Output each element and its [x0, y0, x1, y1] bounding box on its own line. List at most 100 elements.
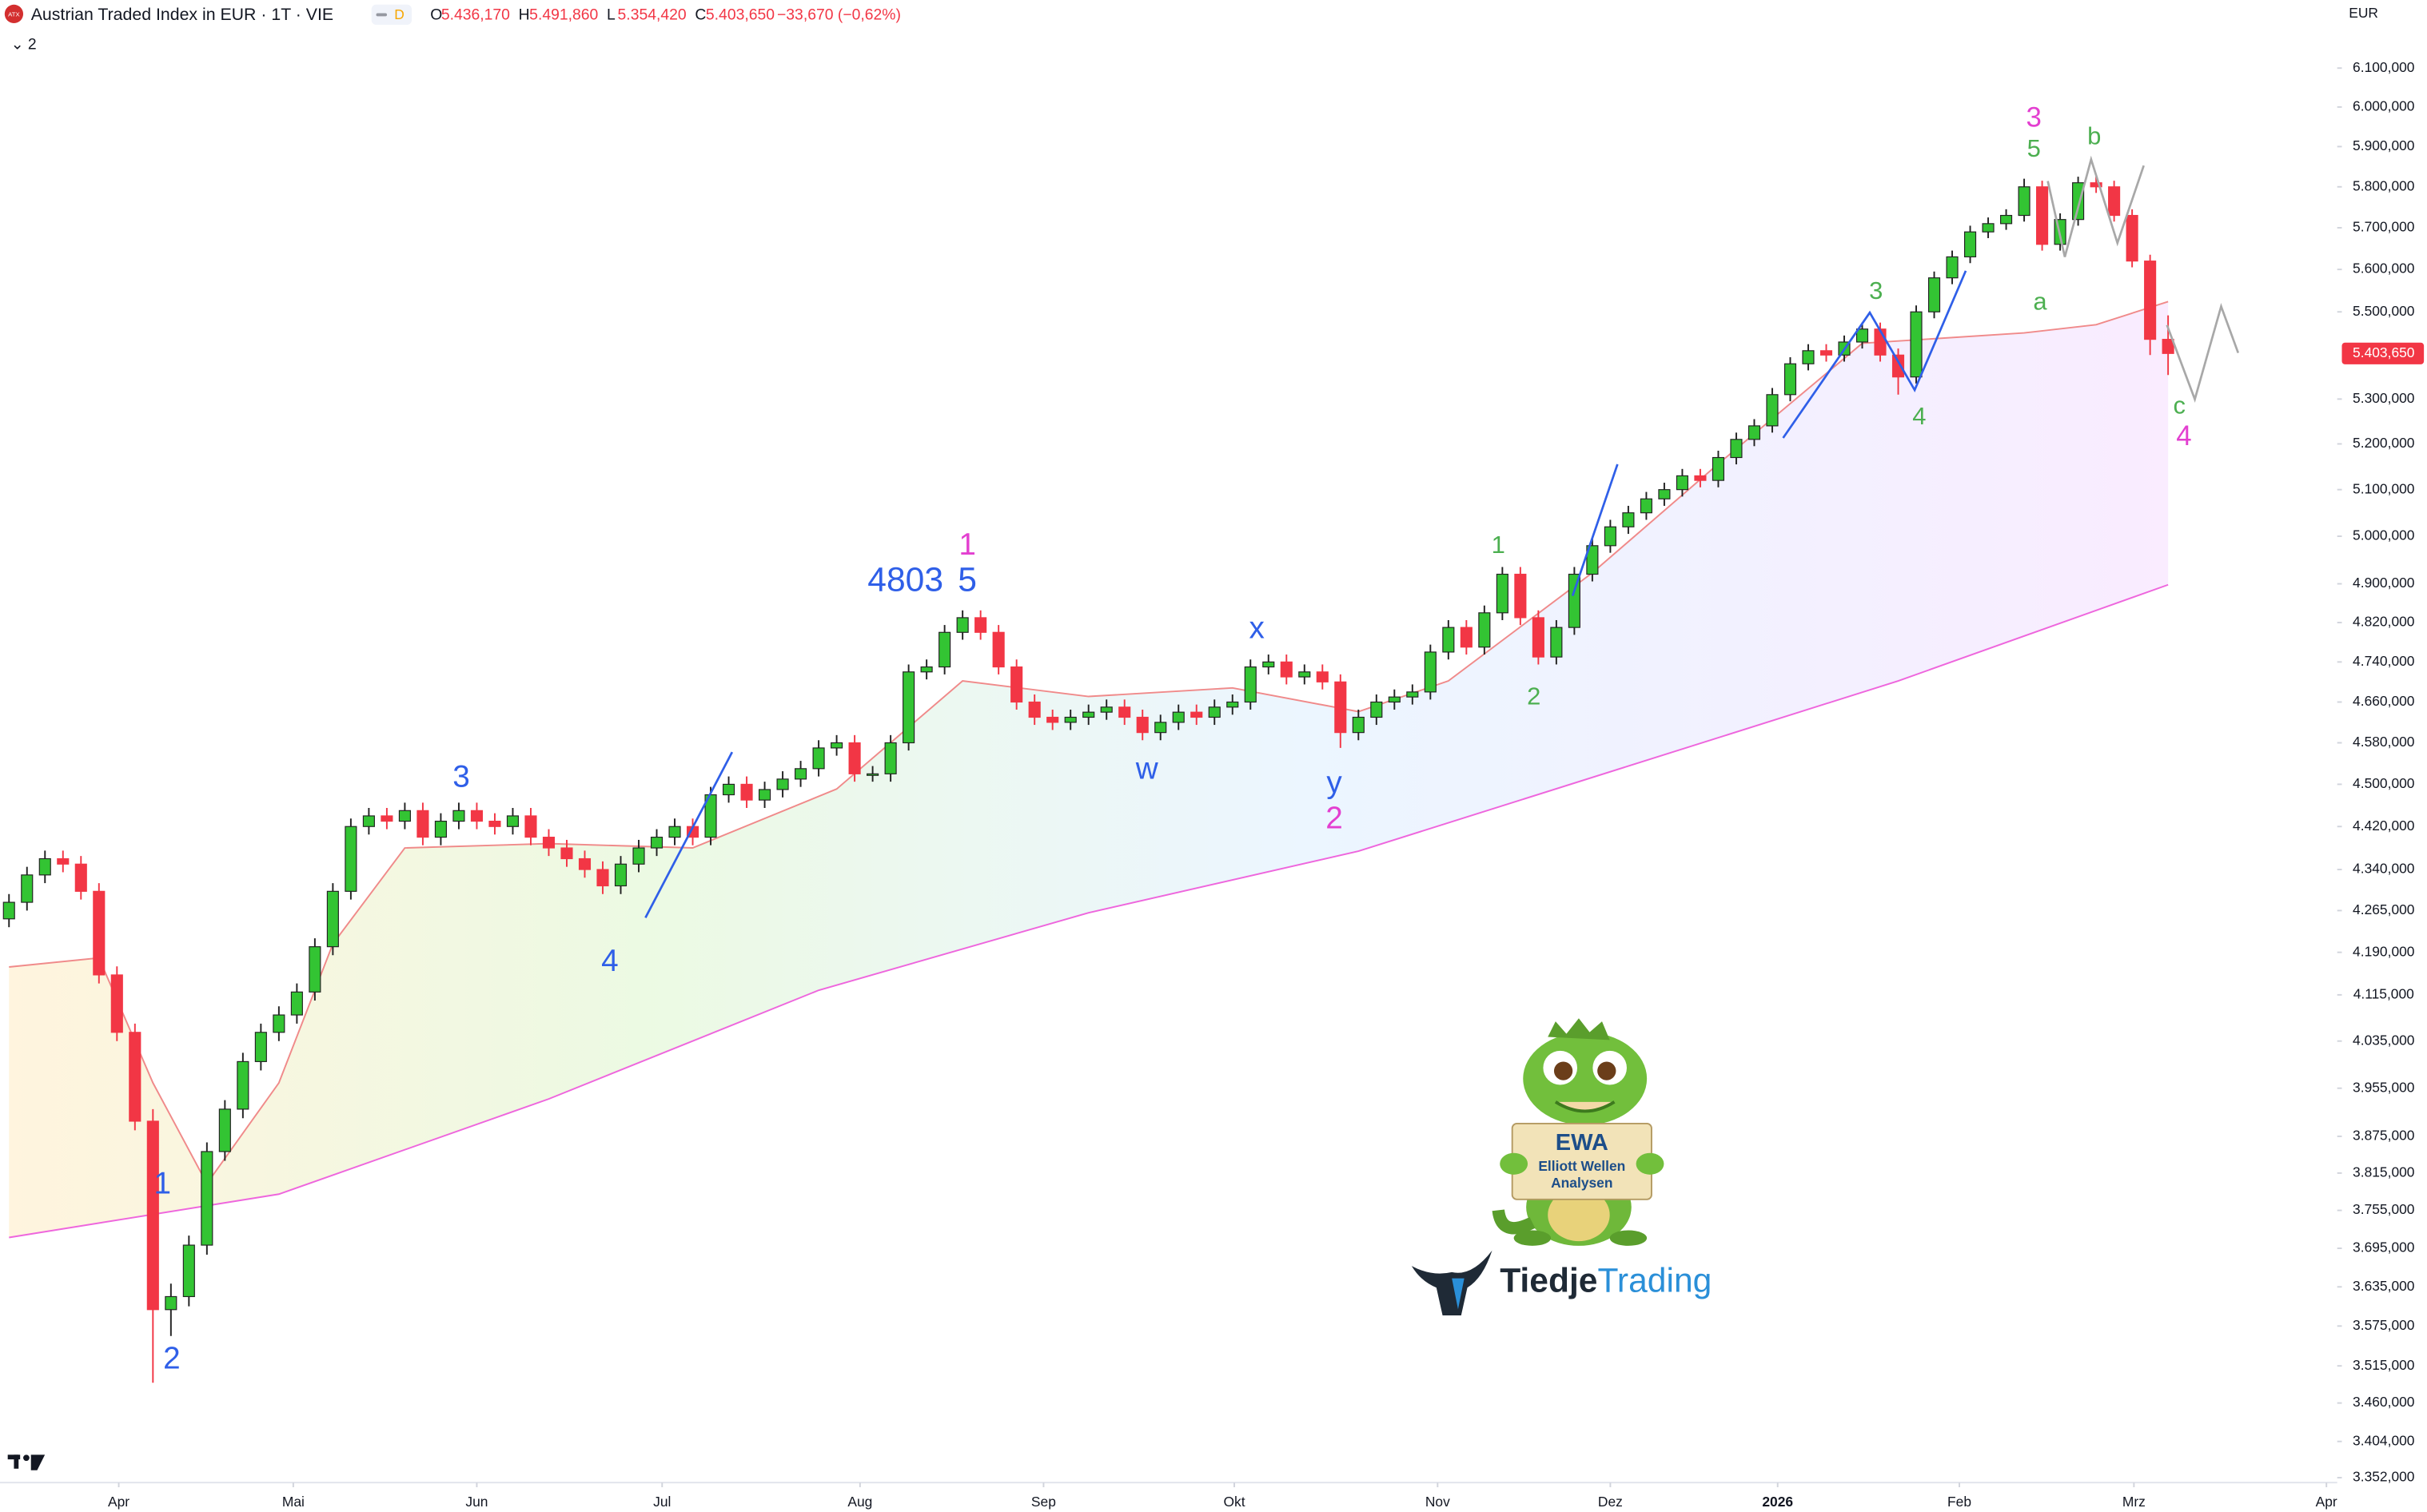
wave-label: 2: [163, 1341, 181, 1375]
ohlc-value: 5.403,650: [706, 6, 775, 23]
x-tick-label: Apr: [108, 1494, 130, 1510]
candle-body: [218, 1108, 231, 1152]
currency[interactable]: EUR: [2349, 5, 2378, 21]
y-tick-label: 5.800,000: [2353, 177, 2414, 193]
candle-body: [1172, 711, 1185, 723]
y-tick-label: 5.500,000: [2353, 303, 2414, 319]
candle-body: [2000, 214, 2013, 225]
candle-body: [1766, 394, 1779, 427]
brand-icon: [1411, 1250, 1492, 1316]
ohlc: O5.436,170 H 5.491,860 L 5.354,420 C 5.403,650…: [430, 6, 901, 23]
candle-body: [1298, 671, 1311, 678]
y-tick-label: 4.190,000: [2353, 943, 2414, 959]
candle-body: [470, 810, 484, 822]
candle-body: [1262, 661, 1275, 668]
wave-label: a: [2033, 288, 2047, 316]
candle-body: [1352, 716, 1365, 734]
candle-body: [2144, 261, 2157, 340]
candle-body: [740, 783, 753, 801]
candle-body: [2072, 182, 2085, 221]
candle-body: [1082, 711, 1095, 718]
candle-body: [1802, 350, 1815, 364]
candle-body: [1532, 617, 1544, 658]
ohlc-value: 5.436,170: [441, 6, 510, 23]
candle-body: [1046, 716, 1059, 723]
y-tick-label: 3.815,000: [2353, 1164, 2414, 1180]
wave-line: [1782, 270, 1967, 439]
candle-body: [1388, 696, 1401, 703]
indicator-count[interactable]: 2: [28, 35, 37, 53]
x-tick-label: Mai: [282, 1494, 305, 1510]
candle-body: [38, 857, 51, 876]
brand-part: Tiedje: [1500, 1262, 1597, 1300]
y-tick-label: 4.500,000: [2353, 775, 2414, 791]
candle-body: [1424, 651, 1437, 693]
candle-body: [1100, 706, 1113, 713]
y-tick-label: 4.820,000: [2353, 614, 2414, 630]
y-tick-label: 4.265,000: [2353, 901, 2414, 917]
candle-body: [1676, 475, 1688, 491]
ohlc-value: 5.491,860: [529, 6, 598, 23]
wave-label: 1: [958, 527, 976, 562]
wave-label: 4: [601, 944, 619, 978]
ohlc-key: O: [430, 6, 442, 23]
x-tick-label: Nov: [1425, 1494, 1450, 1510]
candle-body: [110, 974, 123, 1033]
wave-label: 4803: [867, 560, 943, 599]
y-tick-label: 3.404,000: [2353, 1432, 2414, 1448]
symbol-icon: [4, 4, 24, 24]
y-tick-label: 3.955,000: [2353, 1079, 2414, 1095]
y-tick-label: 3.635,000: [2353, 1278, 2414, 1294]
x-tick-label: Jul: [653, 1494, 671, 1510]
candle-body: [632, 847, 645, 865]
y-tick-label: 4.580,000: [2353, 734, 2414, 750]
candle-body: [1550, 627, 1563, 658]
wave-label: 4: [2176, 420, 2191, 452]
candle-body: [939, 631, 951, 668]
candle-body: [992, 631, 1005, 668]
wave-label: 1: [154, 1167, 172, 1201]
candle-body: [956, 617, 969, 633]
candle-body: [722, 783, 735, 796]
y-tick-label: 5.100,000: [2353, 480, 2414, 496]
trend-line: [1571, 464, 1619, 597]
candle-body: [1370, 701, 1383, 718]
candle-body: [326, 890, 339, 948]
candle-body: [2126, 214, 2138, 262]
candle-body: [1819, 350, 1833, 356]
x-tick-label: Mrz: [2122, 1494, 2146, 1510]
mascot: [1492, 1018, 1664, 1246]
candle-body: [812, 747, 825, 770]
candle-body: [867, 773, 879, 776]
y-tick-label: 6.100,000: [2353, 59, 2414, 75]
candle-body: [434, 821, 447, 838]
candle-body: [795, 768, 807, 780]
interval-badge: D: [394, 6, 404, 22]
candle-body: [237, 1060, 249, 1110]
candle-body: [1064, 716, 1077, 723]
candle-body: [2162, 339, 2174, 354]
indicator-toggle[interactable]: ⌄: [11, 35, 24, 53]
candle-body: [381, 815, 393, 822]
y-tick-label: 3.515,000: [2353, 1357, 2414, 1373]
candle-body: [1855, 328, 1869, 343]
candle-body: [1874, 328, 1887, 356]
y-tick-label: 5.000,000: [2353, 527, 2414, 543]
x-tick-label: Dez: [1598, 1494, 1623, 1510]
candle-body: [309, 946, 321, 993]
x-tick-label: Feb: [1947, 1494, 1971, 1510]
candle-body: [1783, 363, 1797, 396]
candle-body: [1712, 456, 1725, 481]
candle-body: [1406, 691, 1419, 698]
sign-line: Elliott Wellen: [1538, 1158, 1625, 1174]
wave-label: x: [1249, 611, 1265, 645]
candle-body: [2036, 186, 2049, 245]
y-tick-label: 4.420,000: [2353, 818, 2414, 834]
candle-body: [1963, 231, 1977, 257]
candle-body: [398, 810, 411, 822]
ohlc-key: H: [519, 6, 530, 23]
y-tick-label: 3.695,000: [2353, 1239, 2414, 1255]
candle-body: [1748, 425, 1761, 440]
